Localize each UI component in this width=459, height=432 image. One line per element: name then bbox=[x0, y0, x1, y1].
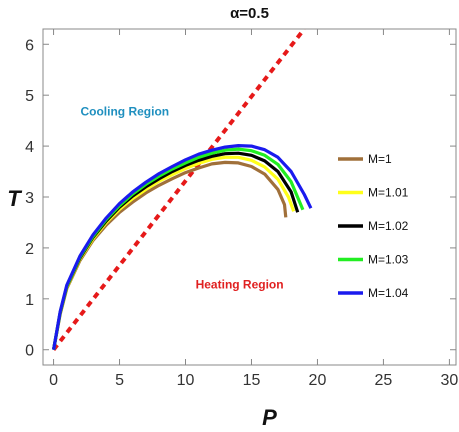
inversion-line-group bbox=[51, 29, 306, 351]
series-line bbox=[52, 147, 305, 350]
y-tick-label: 3 bbox=[25, 190, 34, 207]
series-line bbox=[52, 155, 296, 350]
legend-label: M=1.03 bbox=[368, 253, 409, 267]
series-line bbox=[52, 151, 300, 350]
y-tick-label: 4 bbox=[25, 139, 34, 156]
series-line bbox=[52, 144, 313, 350]
series-group bbox=[52, 144, 313, 350]
legend: M=1 M=1.01 M=1.02 M=1.03 M=1.04 bbox=[338, 152, 409, 300]
region-label: Cooling Region bbox=[80, 105, 169, 119]
y-tick-label: 0 bbox=[25, 343, 34, 360]
chart-title: α=0.5 bbox=[230, 5, 269, 22]
inversion-line bbox=[51, 29, 306, 351]
legend-label: M=1.02 bbox=[368, 219, 409, 233]
x-tick-label: 30 bbox=[441, 372, 459, 389]
y-tick-label: 1 bbox=[25, 292, 34, 309]
x-tick-label: 15 bbox=[243, 372, 261, 389]
legend-label: M=1 bbox=[368, 152, 392, 166]
legend-label: M=1.01 bbox=[368, 186, 409, 200]
x-tick-label: 20 bbox=[309, 372, 327, 389]
x-axis-label: P bbox=[262, 405, 277, 430]
x-tick-label: 0 bbox=[49, 372, 58, 389]
y-tick-label: 2 bbox=[25, 241, 34, 258]
series-line bbox=[52, 160, 288, 350]
region-label: Heating Region bbox=[196, 278, 284, 292]
y-axis-label: T bbox=[7, 186, 22, 211]
region-labels: Cooling Region Heating Region bbox=[80, 105, 283, 292]
x-tick-label: 25 bbox=[375, 372, 393, 389]
axis-ticks: 0 5 10 15 20 25 30 0 1 2 3 4 5 6 bbox=[25, 29, 458, 389]
y-tick-label: 5 bbox=[25, 88, 34, 105]
x-tick-label: 5 bbox=[115, 372, 124, 389]
y-tick-label: 6 bbox=[25, 37, 34, 54]
x-tick-label: 10 bbox=[177, 372, 195, 389]
legend-label: M=1.04 bbox=[368, 286, 409, 300]
